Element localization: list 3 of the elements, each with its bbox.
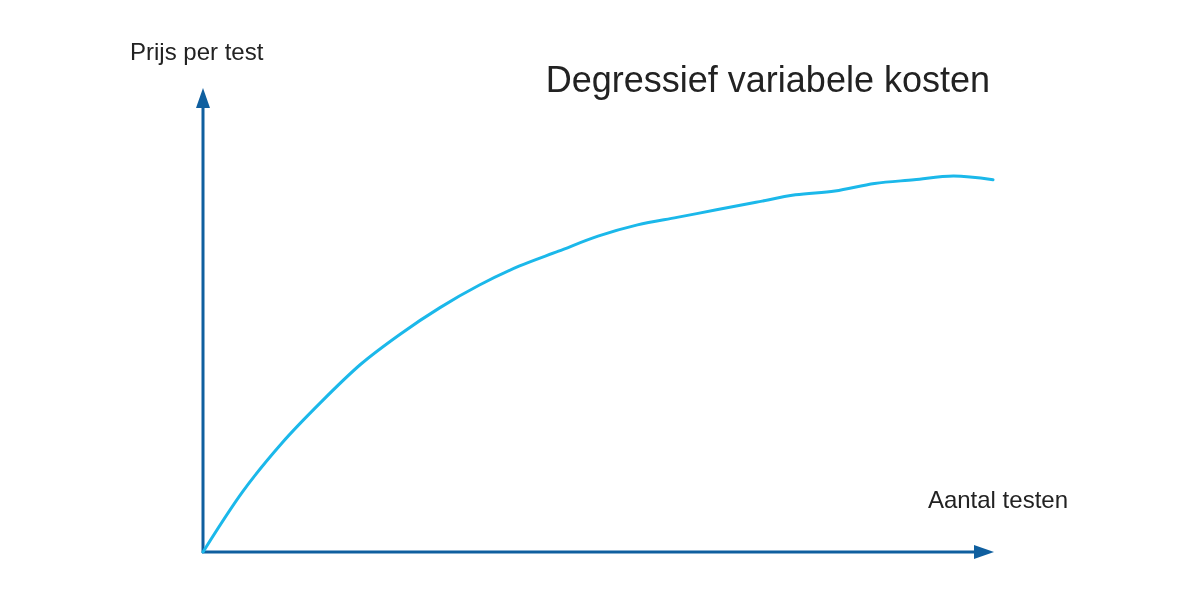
x-axis-title: Aantal testen [927,486,1068,513]
chart-title: Degressief variabele kosten [545,59,990,100]
y-axis-title: Prijs per test [130,38,264,65]
